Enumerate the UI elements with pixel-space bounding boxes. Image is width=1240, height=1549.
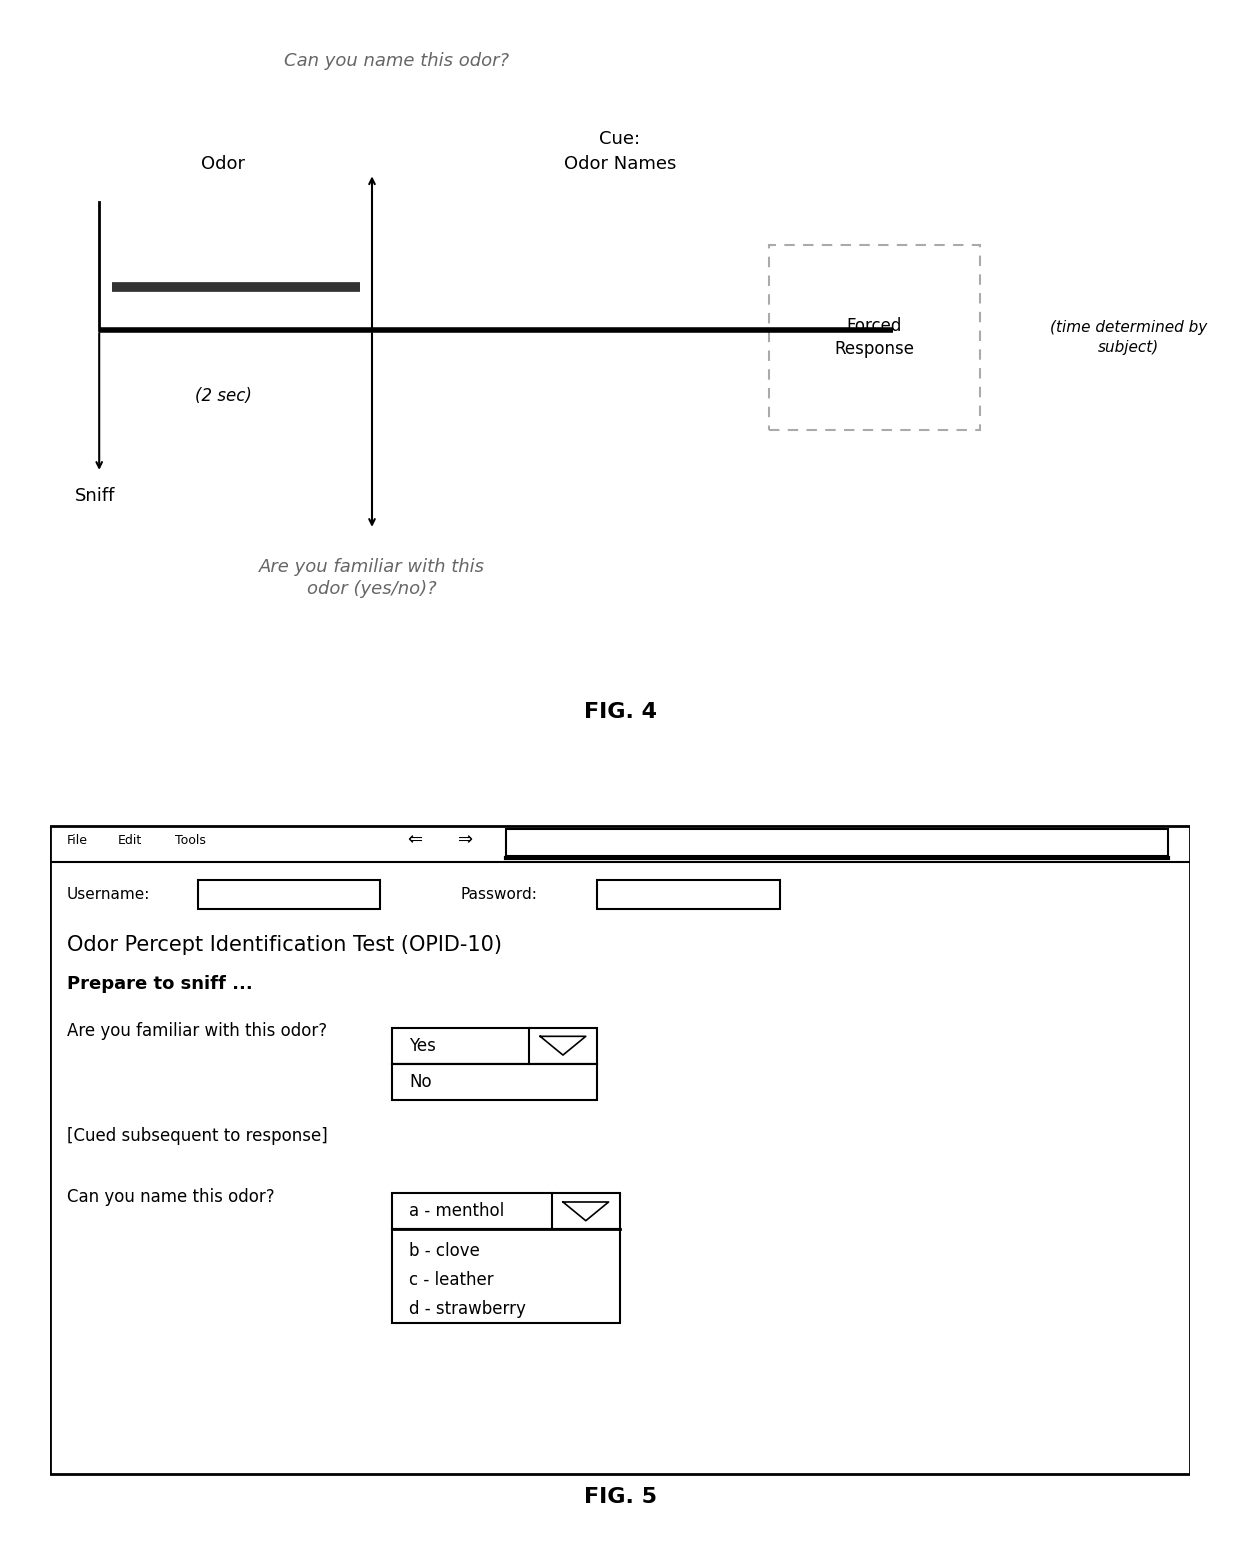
Polygon shape	[541, 1036, 585, 1055]
Text: Sniff: Sniff	[74, 486, 115, 505]
Text: [Cued subsequent to response]: [Cued subsequent to response]	[67, 1126, 327, 1145]
Text: FIG. 4: FIG. 4	[584, 702, 656, 722]
Text: Prepare to sniff ...: Prepare to sniff ...	[67, 976, 253, 993]
Text: No: No	[409, 1073, 432, 1090]
Text: Are you familiar with this odor?: Are you familiar with this odor?	[67, 1022, 327, 1041]
Bar	[198, 880, 381, 909]
Text: Cue:
Odor Names: Cue: Odor Names	[564, 130, 676, 173]
Bar	[392, 1193, 620, 1230]
Text: Can you name this odor?: Can you name this odor?	[284, 53, 510, 70]
Text: Can you name this odor?: Can you name this odor?	[67, 1188, 274, 1207]
Polygon shape	[563, 1202, 609, 1221]
Bar	[392, 1064, 598, 1100]
Text: Odor: Odor	[201, 155, 246, 173]
Bar	[769, 245, 980, 431]
Text: b - clove: b - clove	[409, 1242, 480, 1259]
Text: ⇐: ⇐	[407, 832, 422, 849]
Text: d - strawberry: d - strawberry	[409, 1300, 526, 1318]
Bar	[392, 1230, 620, 1323]
Text: Are you familiar with this
odor (yes/no)?: Are you familiar with this odor (yes/no)…	[259, 558, 485, 598]
Text: Password:: Password:	[460, 888, 537, 902]
Text: a - menthol: a - menthol	[409, 1202, 505, 1221]
Text: Tools: Tools	[175, 833, 206, 847]
Text: ⇒: ⇒	[459, 832, 474, 849]
Text: (2 sec): (2 sec)	[195, 387, 252, 406]
Text: File: File	[67, 833, 88, 847]
Text: Odor Percept Identification Test (OPID-10): Odor Percept Identification Test (OPID-1…	[67, 936, 502, 954]
Bar	[392, 1027, 598, 1064]
Text: FIG. 5: FIG. 5	[584, 1487, 656, 1507]
Bar	[506, 829, 1168, 857]
Text: Username:: Username:	[67, 888, 150, 902]
Text: c - leather: c - leather	[409, 1270, 494, 1289]
Text: (time determined by
subject): (time determined by subject)	[1050, 321, 1207, 355]
Bar	[598, 880, 780, 909]
Text: Yes: Yes	[409, 1036, 435, 1055]
Text: Edit: Edit	[118, 833, 143, 847]
Text: Forced
Response: Forced Response	[835, 316, 914, 358]
